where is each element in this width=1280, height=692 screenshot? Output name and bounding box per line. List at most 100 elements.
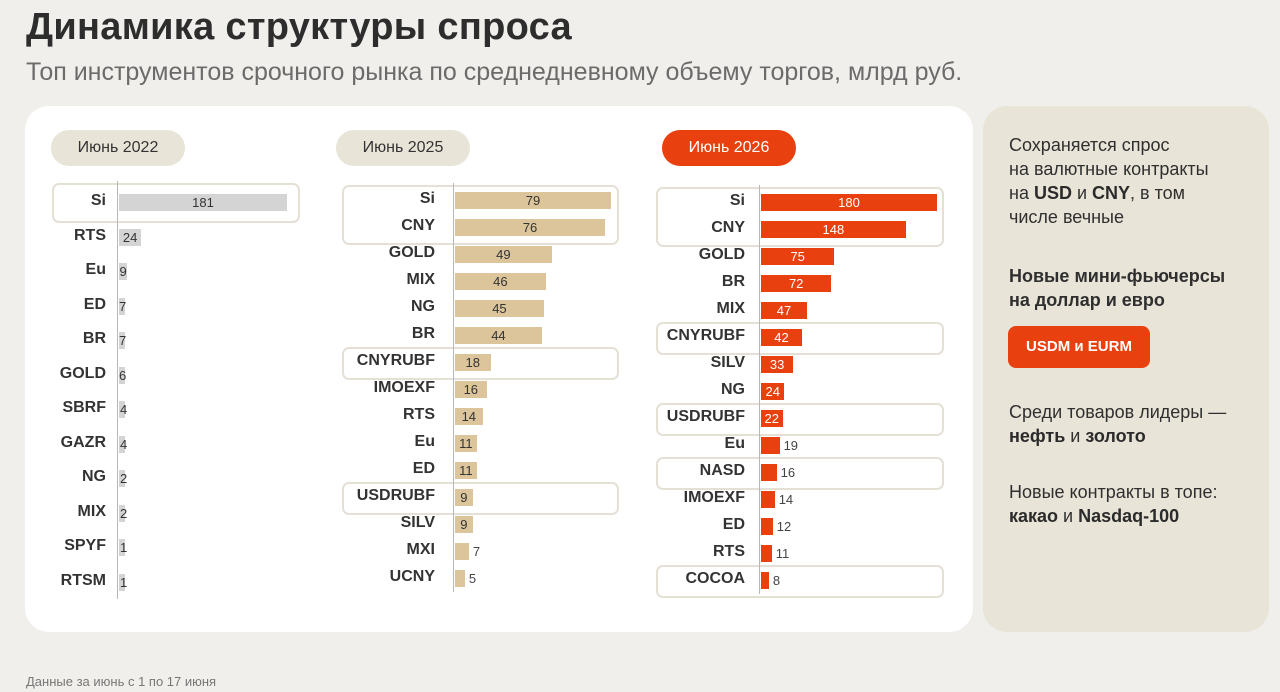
bar-2022 xyxy=(119,539,125,556)
usdm-eurm-button[interactable]: USDM и EURM xyxy=(1008,326,1150,368)
category-label-2025: IMOEXF xyxy=(373,379,435,396)
category-label-2022: NG xyxy=(82,468,106,485)
bar-2022 xyxy=(119,435,125,453)
bar-2022 xyxy=(119,332,126,349)
value-label-2025: 9 xyxy=(460,517,468,532)
value-label-2026: 75 xyxy=(790,249,805,264)
value-label-2026: 47 xyxy=(776,303,792,318)
bar-2022 xyxy=(119,194,287,211)
highlight-box-2025 xyxy=(342,481,619,515)
bar-2026 xyxy=(761,410,783,427)
bar-2025 xyxy=(455,192,611,209)
value-label-2025: 5 xyxy=(468,571,477,586)
value-label-2026: 14 xyxy=(778,492,794,507)
bar-2025 xyxy=(455,327,542,344)
bar-2026 xyxy=(761,356,794,373)
category-label-2022: GAZR xyxy=(60,433,106,451)
category-label-2022: RTSM xyxy=(60,571,106,589)
category-label-2025: Si xyxy=(419,190,435,207)
bar-2025 xyxy=(455,462,477,479)
bar-2026 xyxy=(761,221,906,238)
value-label-2026: 24 xyxy=(765,384,780,399)
value-label-2022: 181 xyxy=(192,195,214,210)
value-label-2022: 9 xyxy=(119,264,127,279)
insight-currency-line3: на USD и CNY, в том xyxy=(1009,181,1259,205)
insight-commodities-line2: нефть и золото xyxy=(1009,424,1259,448)
highlight-box-2026 xyxy=(656,186,944,247)
category-label-2025: RTS xyxy=(403,406,435,423)
pill-june-2026: Июнь 2026 xyxy=(662,130,796,166)
bar-2026 xyxy=(761,275,832,292)
highlight-box-2026 xyxy=(656,456,944,490)
category-label-2026: MIX xyxy=(716,300,745,317)
value-label-2025: 44 xyxy=(491,328,506,343)
axis-line-2022 xyxy=(117,180,118,599)
value-label-2025: 76 xyxy=(522,220,538,235)
value-label-2025: 9 xyxy=(460,490,468,505)
bar-2025 xyxy=(455,489,473,506)
value-label-2022: 7 xyxy=(119,333,127,348)
category-label-2022: ED xyxy=(83,295,106,313)
category-label-2025: Eu xyxy=(414,433,435,450)
category-label-2026: BR xyxy=(721,273,745,290)
insight-mini-line1: Новые мини-фьючерсы xyxy=(1009,266,1226,286)
pill-june-2022: Июнь 2022 xyxy=(51,130,185,166)
category-label-2026: Si xyxy=(729,192,745,209)
bar-2022 xyxy=(119,263,128,280)
category-label-2026: CNYRUBF xyxy=(666,327,745,344)
insight-nasdaq: Nasdaq-100 xyxy=(1078,506,1180,526)
insight-currency-pre: на xyxy=(1009,183,1034,203)
value-label-2026: 148 xyxy=(822,222,845,237)
axis-line-2025 xyxy=(453,182,454,592)
insight-and: и xyxy=(1071,183,1093,203)
value-label-2025: 11 xyxy=(459,436,473,451)
value-label-2025: 16 xyxy=(463,382,479,397)
value-label-2026: 8 xyxy=(772,573,781,588)
value-label-2026: 19 xyxy=(783,438,799,453)
category-label-2026: COCOA xyxy=(685,570,745,587)
bar-2025 xyxy=(455,543,469,560)
bar-2026 xyxy=(761,194,937,211)
category-label-2026: GOLD xyxy=(698,246,745,263)
bar-2026 xyxy=(761,437,780,454)
value-label-2022: 4 xyxy=(120,436,128,452)
bar-2026 xyxy=(761,491,775,508)
category-label-2026: USDRUBF xyxy=(666,408,745,425)
bar-2025 xyxy=(455,273,546,290)
value-label-2022: 2 xyxy=(120,505,128,521)
value-label-2025: 14 xyxy=(461,409,477,424)
bar-2026 xyxy=(761,518,773,535)
insights-sidebar xyxy=(983,106,1269,632)
insight-commodities-and: и xyxy=(1065,426,1086,446)
category-label-2022: GOLD xyxy=(59,364,106,382)
category-label-2026: RTS xyxy=(713,543,745,560)
category-label-2026: SILV xyxy=(710,354,745,371)
category-label-2022: SBRF xyxy=(62,399,106,416)
bar-2025 xyxy=(455,435,477,452)
insight-commodities: Среди товаров лидеры — нефть и золото xyxy=(1009,400,1259,448)
bar-2022 xyxy=(119,573,125,591)
category-label-2026: CNY xyxy=(711,219,745,236)
value-label-2022: 1 xyxy=(120,540,128,555)
category-label-2025: GOLD xyxy=(388,244,435,261)
value-label-2025: 79 xyxy=(525,193,541,208)
value-label-2022: 2 xyxy=(120,471,128,486)
highlight-box-2026 xyxy=(656,402,944,436)
bar-2022 xyxy=(119,366,125,384)
value-label-2022: 4 xyxy=(120,402,128,417)
insight-new-line2: какао и Nasdaq-100 xyxy=(1009,504,1259,528)
value-label-2022: 6 xyxy=(119,367,127,383)
category-label-2022: SPYF xyxy=(64,537,106,554)
value-label-2026: 33 xyxy=(769,357,785,372)
bar-2026 xyxy=(761,329,803,346)
insight-cocoa: какао xyxy=(1009,506,1059,526)
value-label-2025: 18 xyxy=(465,355,480,370)
insight-commodities-line1: Среди товаров лидеры — xyxy=(1009,402,1227,422)
insight-gold: золото xyxy=(1085,426,1146,446)
bar-2022 xyxy=(119,297,126,315)
page-subtitle: Топ инструментов срочного рынка по средн… xyxy=(26,58,963,86)
bar-2022 xyxy=(119,228,142,246)
insight-cny: CNY xyxy=(1092,183,1131,203)
insight-mini-line2: на доллар и евро xyxy=(1009,290,1165,310)
category-label-2022: Si xyxy=(90,192,106,209)
